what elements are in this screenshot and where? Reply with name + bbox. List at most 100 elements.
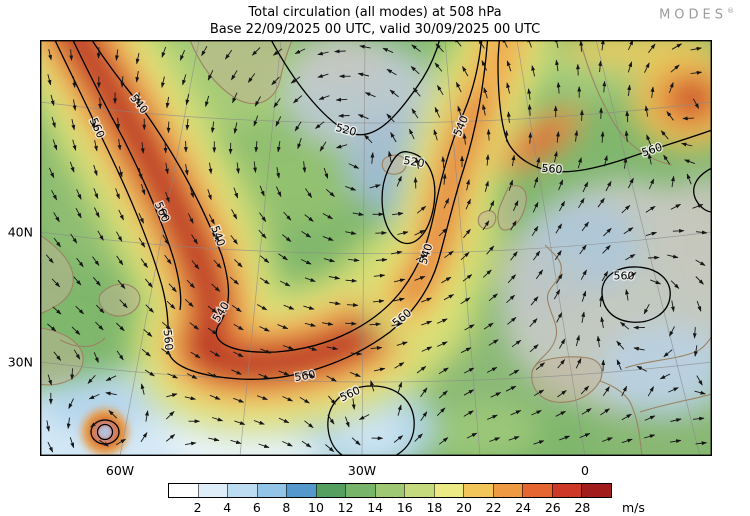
wind-arrow: [184, 164, 189, 176]
wind-arrow: [559, 338, 566, 349]
colorbar-segment: [492, 484, 523, 497]
wind-arrow: [253, 420, 265, 425]
wind-arrow: [457, 105, 462, 117]
wind-arrow: [507, 274, 516, 284]
wind-arrow: [165, 434, 176, 442]
wind-arrow: [282, 345, 294, 350]
wind-arrow: [105, 375, 117, 382]
wind-arrow: [464, 324, 475, 331]
wind-arrow: [325, 188, 335, 197]
wind-arrow: [117, 138, 122, 151]
wind-arrow: [282, 234, 292, 242]
wind-arrow: [187, 213, 194, 224]
wind-arrow: [318, 95, 330, 100]
wind-arrow: [482, 269, 492, 278]
wind-arrow: [323, 258, 336, 263]
wind-arrow: [442, 173, 447, 185]
wind-arrow: [601, 437, 613, 442]
wind-arrow: [574, 130, 579, 142]
wind-arrow: [389, 89, 399, 98]
wind-arrow: [273, 98, 281, 108]
wind-arrow: [278, 253, 288, 261]
wind-arrow: [533, 250, 541, 261]
wind-arrow: [51, 278, 61, 288]
wind-arrow: [348, 258, 360, 263]
wind-arrow: [179, 50, 186, 61]
wind-arrow: [208, 214, 215, 225]
wind-arrow: [88, 393, 100, 400]
wind-arrow: [233, 351, 244, 358]
wind-arrow: [118, 166, 123, 178]
wind-arrow: [69, 49, 74, 61]
wind-arrow: [232, 92, 238, 104]
wind-arrow: [531, 65, 536, 77]
colorbar-tick-label: 16: [396, 500, 413, 515]
wind-arrow: [116, 255, 124, 266]
wind-arrow: [168, 283, 177, 293]
wind-arrow: [556, 273, 563, 284]
wind-arrow: [350, 351, 363, 356]
wind-arrow: [305, 188, 313, 198]
wind-arrow: [602, 386, 610, 397]
wind-arrow: [357, 72, 370, 77]
colorbar-segment: [227, 484, 257, 497]
wind-arrow: [578, 197, 585, 209]
wind-arrow: [648, 43, 656, 53]
wind-arrow: [254, 141, 259, 153]
colorbar-segment: [463, 484, 493, 497]
wind-arrow: [532, 201, 539, 213]
wind-arrow: [602, 80, 607, 93]
colorbar-ticks: 2 4 6 8 10 12 14 16 18 20 22 24 26 28: [168, 500, 612, 515]
wind-arrow: [69, 437, 75, 449]
contour-label: 560: [161, 329, 176, 351]
wind-arrow: [140, 183, 146, 196]
wind-arrow: [302, 161, 307, 173]
wind-arrow: [52, 306, 62, 315]
wind-arrow: [191, 234, 198, 245]
wind-arrow: [70, 368, 75, 380]
wind-arrow: [486, 245, 495, 255]
wind-arrow: [490, 392, 502, 398]
wind-arrow: [47, 323, 57, 332]
wind-arrow: [695, 259, 706, 266]
wind-arrow: [645, 205, 656, 213]
wind-arrow: [76, 257, 84, 268]
wind-arrow: [533, 176, 539, 188]
wind-arrow: [602, 245, 611, 254]
wind-arrow: [93, 188, 99, 200]
wind-arrow: [144, 410, 149, 422]
y-tick-label: 30N: [7, 354, 33, 370]
wind-arrow: [577, 157, 582, 169]
wind-arrow: [315, 121, 325, 129]
wind-arrow: [463, 389, 475, 396]
wind-arrow: [597, 197, 605, 208]
wind-arrow: [488, 339, 499, 346]
wind-arrow: [625, 289, 629, 301]
wind-arrow: [529, 344, 539, 353]
wind-arrow: [189, 322, 200, 330]
colorbar-segment: [522, 484, 552, 497]
wind-arrow: [99, 439, 109, 447]
wind-arrow: [98, 97, 103, 110]
wind-arrow: [601, 271, 609, 282]
wind-arrow: [626, 272, 637, 280]
wind-arrow: [140, 432, 148, 443]
wind-arrow: [558, 179, 564, 191]
wind-arrow: [408, 128, 415, 140]
wind-arrow: [535, 362, 546, 370]
wind-arrow: [412, 87, 421, 97]
wind-arrow: [283, 304, 295, 310]
wind-arrow: [636, 365, 648, 372]
wind-arrow: [304, 322, 317, 327]
wind-arrow: [646, 134, 652, 146]
wind-arrow: [212, 232, 220, 242]
wind-arrow: [210, 121, 215, 134]
wind-arrow: [369, 322, 382, 327]
wind-arrow: [358, 414, 370, 420]
wind-arrow: [231, 305, 242, 312]
wind-arrow: [328, 275, 341, 280]
wind-arrow: [72, 99, 77, 111]
wind-arrow: [51, 116, 56, 129]
wind-arrow: [235, 162, 240, 174]
wind-arrow: [161, 207, 168, 219]
